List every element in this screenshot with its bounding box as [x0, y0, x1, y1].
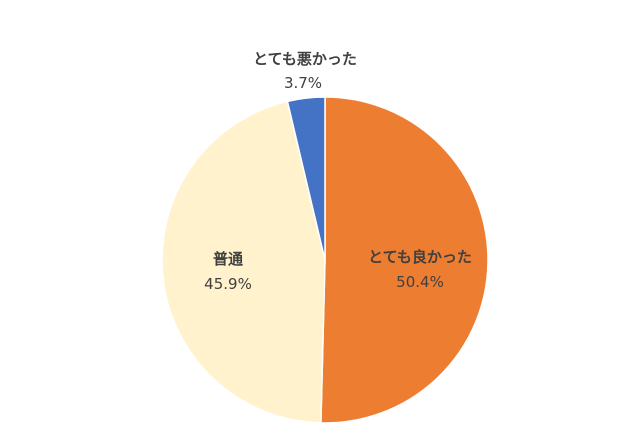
pie-slices: [161, 96, 489, 424]
pie-slice-normal: [161, 100, 326, 424]
slice-value-very-bad: 3.7%: [284, 74, 322, 92]
pie-slice-very-good: [320, 96, 489, 424]
slice-value-very-good: 50.4%: [396, 273, 444, 291]
pie-labels: とても良かった 50.4% 普通 45.9% とても悪かった 3.7%: [204, 50, 472, 293]
slice-label-very-good: とても良かった: [368, 248, 472, 266]
slice-label-normal: 普通: [213, 250, 243, 268]
slice-label-very-bad: とても悪かった: [253, 50, 357, 68]
slice-value-normal: 45.9%: [204, 275, 252, 293]
pie-slice-very-bad: [286, 96, 326, 261]
